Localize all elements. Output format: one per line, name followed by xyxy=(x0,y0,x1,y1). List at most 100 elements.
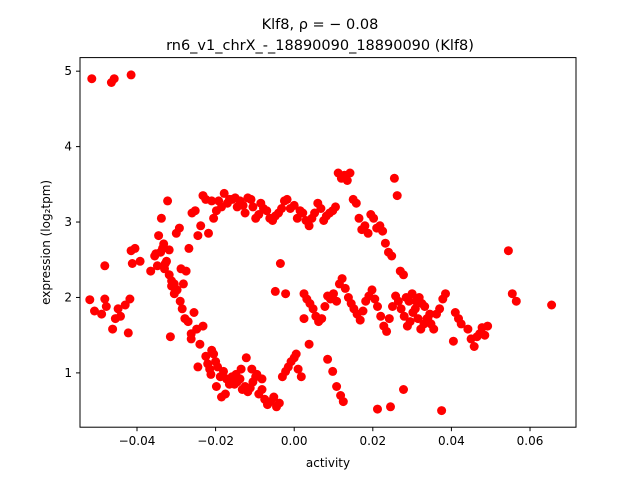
data-point xyxy=(338,397,348,407)
data-point xyxy=(236,364,246,374)
data-point xyxy=(420,302,430,311)
data-point xyxy=(220,389,230,399)
data-point xyxy=(257,385,267,394)
data-point xyxy=(100,294,110,304)
data-point xyxy=(164,245,174,255)
data-point xyxy=(380,238,390,248)
data-point xyxy=(392,191,402,201)
data-point xyxy=(360,221,370,231)
data-point xyxy=(304,339,314,349)
data-point xyxy=(152,261,162,271)
data-point xyxy=(158,243,167,253)
data-point xyxy=(270,286,280,296)
data-point xyxy=(209,349,219,359)
data-point xyxy=(304,221,314,231)
x-tick-label: 0.02 xyxy=(359,434,386,448)
data-point xyxy=(219,188,229,198)
data-point xyxy=(345,168,355,178)
data-point xyxy=(196,221,206,231)
data-point xyxy=(367,285,377,295)
data-point xyxy=(399,270,408,280)
data-point xyxy=(177,304,187,314)
y-tick-label: 1 xyxy=(64,366,72,380)
data-point xyxy=(469,342,479,351)
data-point xyxy=(193,231,203,241)
data-point xyxy=(329,289,338,299)
data-point xyxy=(511,296,521,306)
data-point xyxy=(100,261,110,271)
data-point xyxy=(277,204,287,213)
data-point xyxy=(195,339,205,349)
data-point xyxy=(296,372,306,382)
data-point xyxy=(108,324,118,334)
data-point xyxy=(183,317,193,327)
data-point xyxy=(281,289,291,299)
data-point xyxy=(355,315,365,325)
data-point xyxy=(507,289,517,299)
data-point xyxy=(388,302,397,311)
data-point xyxy=(405,317,415,327)
data-point xyxy=(408,308,418,317)
data-point xyxy=(189,308,199,317)
data-point xyxy=(201,351,211,361)
data-point xyxy=(113,304,123,314)
data-point xyxy=(101,302,111,311)
data-point xyxy=(317,314,327,324)
data-point xyxy=(165,332,175,342)
data-point xyxy=(342,176,352,185)
data-point xyxy=(384,314,394,324)
x-tick-label: 0.04 xyxy=(438,434,465,448)
data-point xyxy=(257,374,267,384)
data-point xyxy=(163,196,173,206)
data-point xyxy=(146,266,156,276)
data-point xyxy=(204,228,213,238)
data-point xyxy=(358,306,368,316)
data-point xyxy=(154,231,164,241)
data-point xyxy=(331,202,340,212)
data-point xyxy=(363,228,373,238)
data-point xyxy=(299,314,309,324)
data-point xyxy=(85,295,95,305)
data-point xyxy=(293,364,303,374)
data-point xyxy=(386,402,395,412)
data-point xyxy=(198,321,208,331)
data-point xyxy=(435,304,445,314)
x-tick-label: −0.02 xyxy=(197,434,234,448)
plot-frame xyxy=(79,57,577,428)
data-point xyxy=(172,285,182,295)
data-point xyxy=(370,294,380,304)
data-point xyxy=(269,392,279,402)
data-point xyxy=(127,259,137,268)
data-point xyxy=(224,379,234,389)
y-tick-label: 5 xyxy=(64,64,72,78)
data-point xyxy=(463,324,473,334)
data-point xyxy=(328,366,338,376)
data-point xyxy=(87,74,97,84)
data-point xyxy=(246,194,256,204)
data-point xyxy=(351,198,361,208)
y-tick-label: 2 xyxy=(64,290,72,304)
y-axis: 1 2 3 4 5 xyxy=(64,64,80,380)
y-tick-label: 3 xyxy=(64,215,72,229)
data-point xyxy=(547,300,557,310)
x-tick-label: 0.06 xyxy=(517,434,544,448)
data-point xyxy=(219,366,228,376)
data-point xyxy=(389,173,399,183)
data-point xyxy=(206,369,216,379)
data-point xyxy=(399,311,409,321)
data-point xyxy=(340,283,350,293)
data-point xyxy=(441,289,450,299)
data-point xyxy=(116,311,125,321)
data-point xyxy=(456,319,466,329)
data-point xyxy=(448,336,458,346)
data-points xyxy=(85,70,557,416)
data-point xyxy=(437,406,447,416)
data-point xyxy=(248,202,258,212)
chart-subtitle: rn6_v1_chrX_-_18890090_18890090 (Klf8) xyxy=(166,38,474,54)
y-axis-label: expression (log₂tpm) xyxy=(39,180,53,305)
data-point xyxy=(241,353,251,363)
data-point xyxy=(332,382,342,391)
data-point xyxy=(404,296,414,306)
data-point xyxy=(209,213,219,223)
